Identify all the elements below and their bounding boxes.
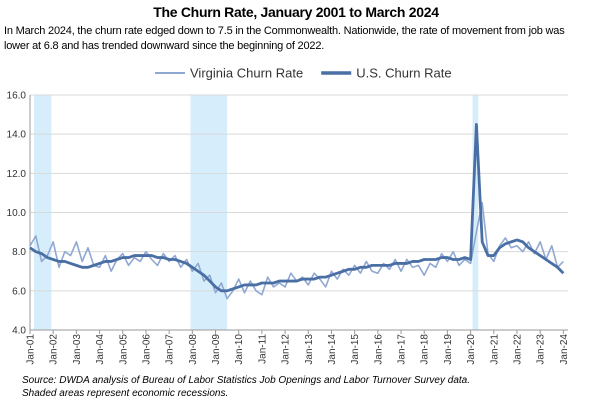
- x-tick-label: Jan-06: [141, 334, 152, 365]
- x-tick-label: Jan-13: [304, 334, 315, 365]
- x-tick-label: Jan-22: [512, 334, 523, 365]
- y-tick-label: 4.0: [12, 326, 26, 337]
- x-tick-label: Jan-02: [49, 334, 60, 365]
- x-tick-label: Jan-03: [72, 334, 83, 365]
- chart-title: The Churn Rate, January 2001 to March 20…: [153, 4, 439, 20]
- x-tick-label: Jan-16: [373, 334, 384, 365]
- legend-label: Virginia Churn Rate: [190, 66, 303, 81]
- x-tick-label: Jan-14: [327, 334, 338, 365]
- x-tick-label: Jan-07: [165, 334, 176, 365]
- y-tick-label: 10.0: [7, 208, 27, 219]
- x-tick-label: Jan-10: [234, 334, 245, 365]
- x-tick-label: Jan-01: [26, 334, 37, 365]
- x-tick-label: Jan-24: [559, 334, 570, 365]
- legend-label: U.S. Churn Rate: [356, 66, 451, 81]
- x-tick-label: Jan-17: [397, 334, 408, 365]
- x-tick-label: Jan-11: [257, 334, 268, 364]
- note: Shaded areas represent economic recessio…: [22, 388, 229, 399]
- notes: Source: DWDA analysis of Bureau of Labor…: [22, 374, 470, 400]
- x-tick-label: Jan-23: [536, 334, 547, 365]
- y-tick-label: 8.0: [12, 247, 26, 258]
- x-tick-label: Jan-19: [443, 334, 454, 365]
- note: Source: DWDA analysis of Bureau of Labor…: [22, 375, 471, 386]
- x-tick-label: Jan-21: [489, 334, 500, 365]
- chart-subtitle: In March 2024, the churn rate edged down…: [4, 25, 565, 52]
- y-tick-label: 12.0: [7, 169, 27, 180]
- x-tick-label: Jan-20: [466, 334, 477, 365]
- series-line: [29, 122, 565, 293]
- series-line: [29, 201, 564, 300]
- x-tick-label: Jan-09: [211, 334, 222, 365]
- y-tick-label: 16.0: [7, 91, 27, 102]
- x-tick-label: Jan-15: [350, 334, 361, 365]
- x-tick-label: Jan-18: [420, 334, 431, 365]
- x-tick-label: Jan-04: [95, 334, 106, 365]
- y-tick-label: 14.0: [7, 130, 27, 141]
- x-tick-label: Jan-12: [281, 334, 292, 365]
- x-tick-label: Jan-05: [118, 334, 129, 365]
- x-tick-label: Jan-08: [188, 334, 199, 365]
- y-tick-label: 6.0: [12, 286, 26, 297]
